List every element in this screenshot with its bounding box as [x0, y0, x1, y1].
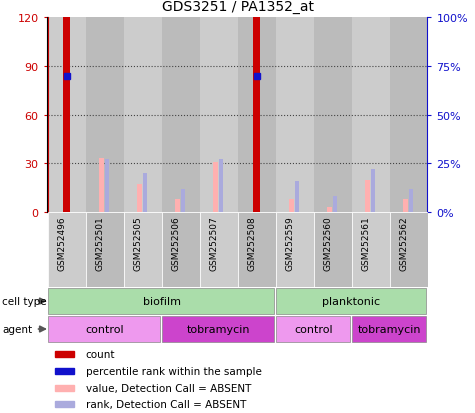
Bar [276, 212, 314, 287]
Text: agent: agent [2, 324, 32, 334]
Text: GSM252559: GSM252559 [285, 216, 294, 271]
Bar [48, 18, 86, 212]
Bar [162, 316, 274, 343]
Bar [124, 18, 162, 212]
Bar [253, 18, 260, 212]
Bar [213, 162, 218, 212]
Bar [63, 18, 70, 212]
Bar [99, 159, 104, 212]
Bar [352, 212, 390, 287]
Text: GSM252505: GSM252505 [133, 216, 142, 271]
Bar [86, 18, 124, 212]
Bar [371, 170, 375, 212]
Bar [390, 18, 428, 212]
Bar [162, 18, 199, 212]
Text: value, Detection Call = ABSENT: value, Detection Call = ABSENT [86, 383, 251, 393]
Text: GSM252506: GSM252506 [171, 216, 180, 271]
Bar [55, 351, 74, 358]
Bar [352, 18, 390, 212]
Bar [200, 18, 238, 212]
Bar [48, 288, 274, 315]
Bar [162, 212, 199, 287]
Text: GSM252507: GSM252507 [209, 216, 218, 271]
Bar [409, 189, 413, 212]
Text: control: control [85, 324, 124, 334]
Bar [403, 199, 408, 212]
Bar [289, 199, 294, 212]
Text: GSM252562: GSM252562 [399, 216, 408, 271]
Bar [55, 401, 74, 408]
Bar [314, 212, 352, 287]
Text: percentile rank within the sample: percentile rank within the sample [86, 366, 261, 376]
Bar [55, 368, 74, 374]
Text: cell type: cell type [2, 296, 47, 306]
Text: planktonic: planktonic [323, 296, 380, 306]
Text: rank, Detection Call = ABSENT: rank, Detection Call = ABSENT [86, 399, 246, 409]
Bar [143, 173, 147, 212]
Bar [105, 160, 109, 212]
Bar [219, 160, 223, 212]
Text: GSM252508: GSM252508 [247, 216, 257, 271]
Text: tobramycin: tobramycin [187, 324, 250, 334]
Bar [327, 208, 332, 212]
Bar [352, 316, 426, 343]
Bar [314, 18, 352, 212]
Text: control: control [294, 324, 333, 334]
Text: GSM252560: GSM252560 [323, 216, 332, 271]
Bar [124, 212, 162, 287]
Bar [390, 212, 428, 287]
Bar [86, 212, 124, 287]
Text: GSM252496: GSM252496 [57, 216, 67, 271]
Bar [238, 212, 276, 287]
Bar [276, 288, 426, 315]
Bar [48, 316, 160, 343]
Bar [276, 316, 350, 343]
Bar [333, 197, 337, 212]
Bar [175, 199, 180, 212]
Bar [200, 212, 238, 287]
Bar [276, 18, 314, 212]
Bar [137, 185, 142, 212]
Bar [295, 181, 299, 212]
Text: tobramycin: tobramycin [358, 324, 421, 334]
Bar [238, 18, 276, 212]
Text: GSM252561: GSM252561 [361, 216, 371, 271]
Bar [181, 189, 185, 212]
Text: count: count [86, 349, 115, 359]
Title: GDS3251 / PA1352_at: GDS3251 / PA1352_at [162, 0, 314, 14]
Bar [55, 385, 74, 391]
Bar [48, 212, 86, 287]
Bar [365, 180, 371, 212]
Text: biofilm: biofilm [142, 296, 180, 306]
Text: GSM252501: GSM252501 [95, 216, 104, 271]
